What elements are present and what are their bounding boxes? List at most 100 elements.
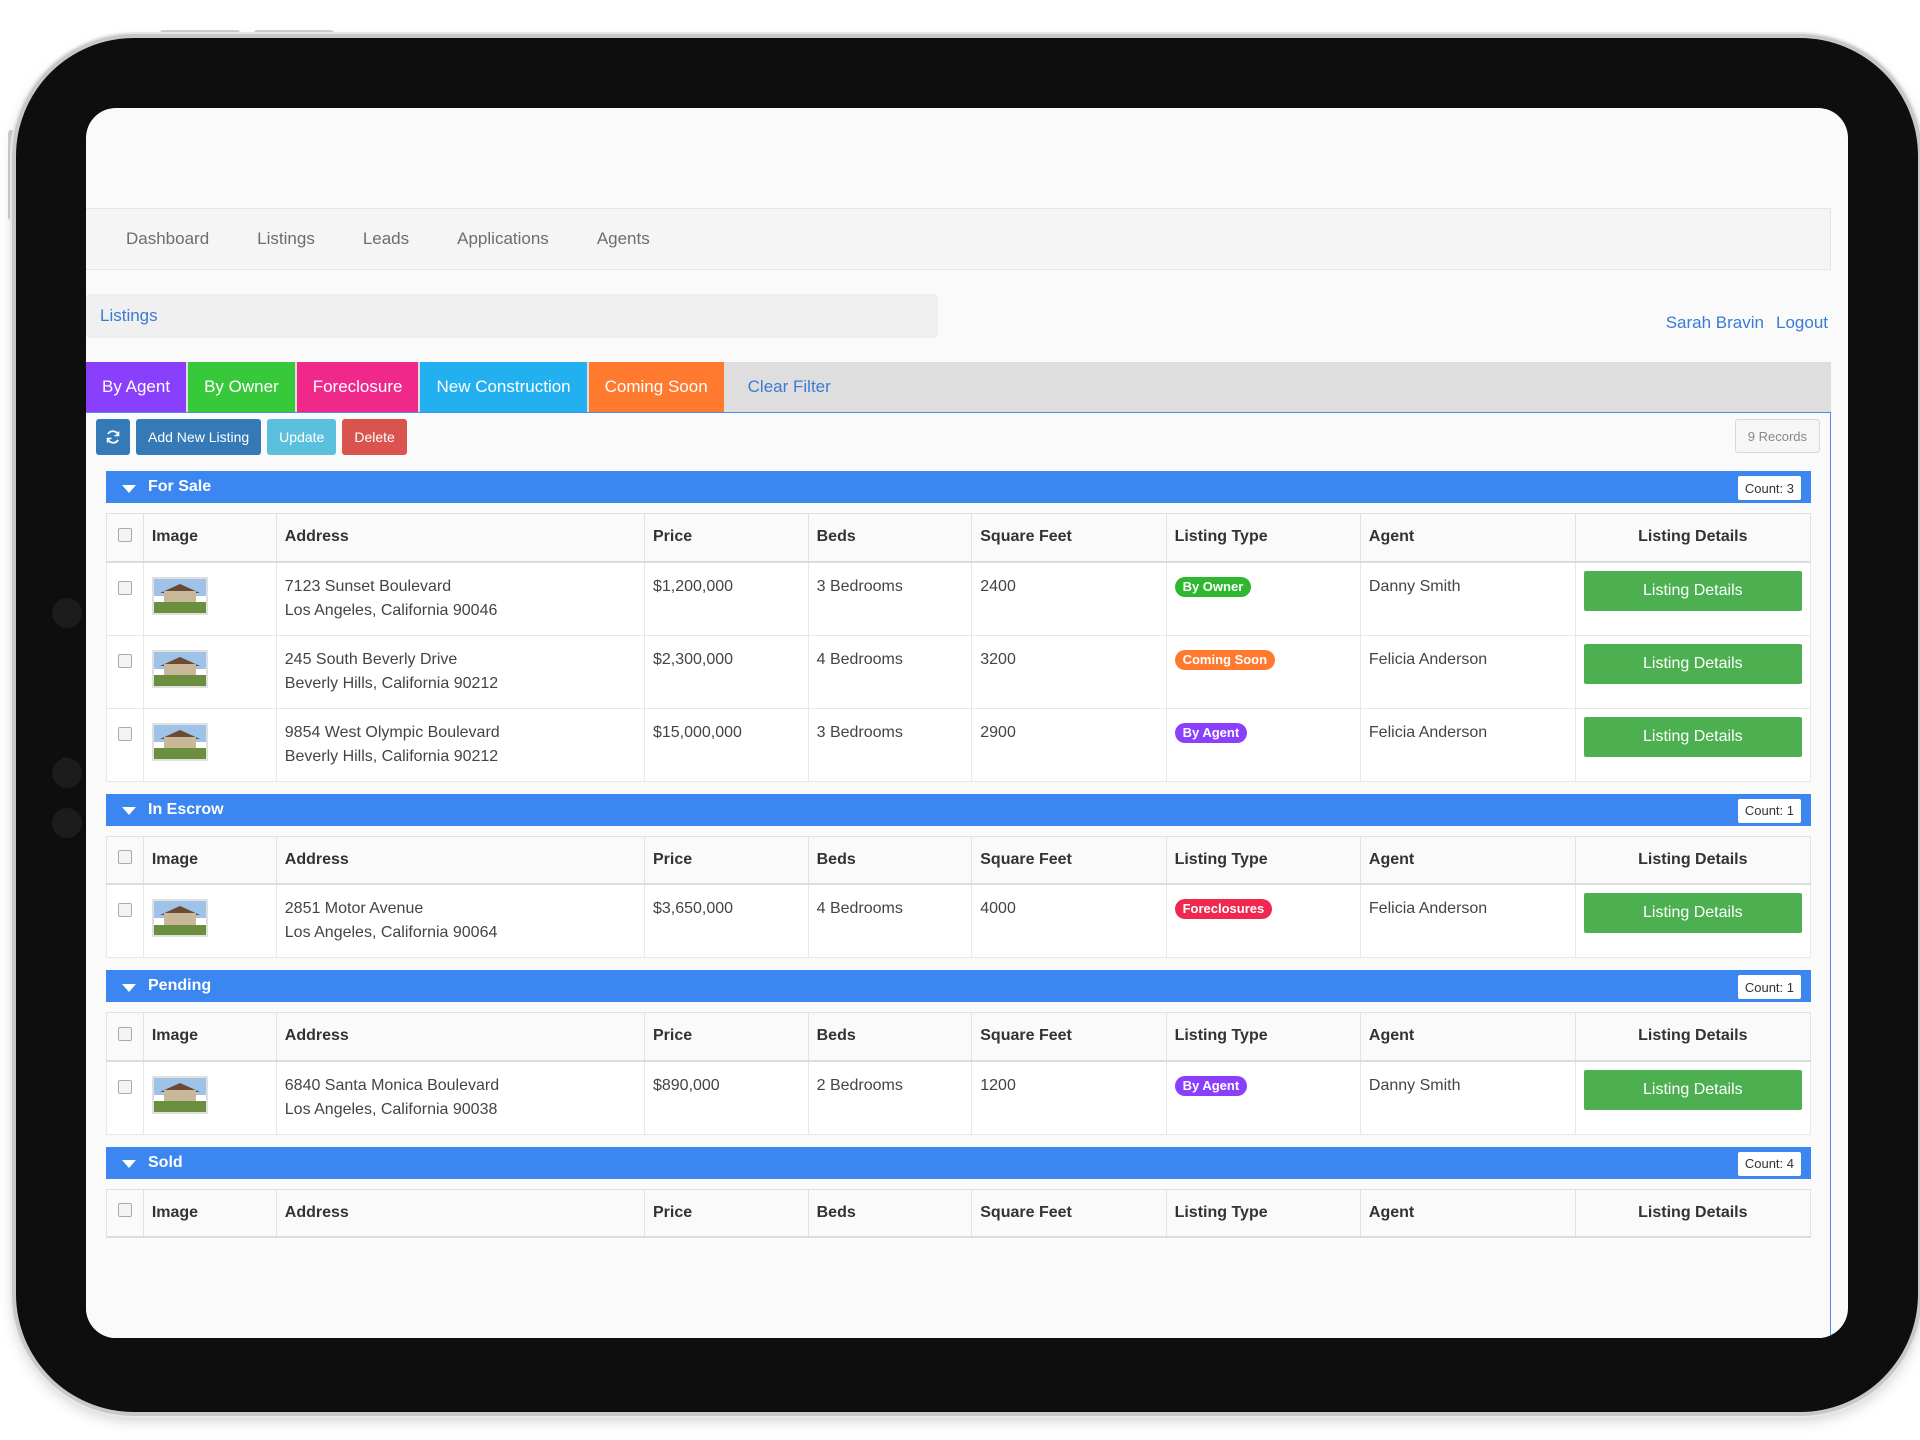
group-header[interactable]: Pending Count: 1 <box>106 970 1811 1002</box>
agent-cell: Danny Smith <box>1359 561 1576 636</box>
col-listing-details[interactable]: Listing Details <box>1574 835 1812 885</box>
listings-table: Image Address Price Beds Square Feet Listing … <box>106 835 1812 958</box>
row-checkbox[interactable] <box>117 653 132 668</box>
group-count: Count: 4 <box>1737 1151 1801 1176</box>
filter-new-construction[interactable]: New Construction <box>420 362 587 412</box>
power-button <box>8 130 15 220</box>
user-bar: Sarah Bravin Logout <box>1666 313 1828 333</box>
address-line-2: Beverly Hills, California 90212 <box>284 674 499 692</box>
add-new-listing-button[interactable]: Add New Listing <box>136 419 262 455</box>
caret-down-icon[interactable] <box>122 1160 136 1168</box>
listing-details-button[interactable]: Listing Details <box>1583 1069 1802 1110</box>
breadcrumb-listings[interactable]: Listings <box>100 306 158 325</box>
col-image[interactable]: Image <box>142 513 277 563</box>
col-address[interactable]: Address <box>275 1188 645 1238</box>
details-cell: Listing Details <box>1574 883 1812 958</box>
caret-down-icon[interactable] <box>122 484 136 493</box>
filter-by-owner[interactable]: By Owner <box>188 362 295 412</box>
filter-by-agent[interactable]: By Agent <box>86 362 187 412</box>
col-agent[interactable]: Agent <box>1359 513 1576 563</box>
col-beds[interactable]: Beds <box>807 835 973 885</box>
filter-coming-soon[interactable]: Coming Soon <box>588 362 724 412</box>
update-button[interactable]: Update <box>267 419 337 455</box>
house-thumbnail-icon[interactable] <box>151 722 208 761</box>
delete-button[interactable]: Delete <box>342 419 407 455</box>
listing-groups: For Sale Count: 3 Image Address Price Beds Squ… <box>106 471 1812 1250</box>
group-header[interactable]: Sold Count: 4 <box>106 1146 1811 1179</box>
select-all-checkbox[interactable] <box>117 1203 132 1218</box>
col-listing-type[interactable]: Listing Type <box>1165 513 1361 563</box>
camera-icon <box>52 598 82 628</box>
col-listing-type[interactable]: Listing Type <box>1165 1012 1361 1062</box>
nav-leads[interactable]: Leads <box>362 229 410 248</box>
col-image[interactable]: Image <box>142 1012 277 1062</box>
select-all-cell <box>106 835 144 885</box>
listing-details-button[interactable]: Listing Details <box>1583 570 1802 611</box>
listing-type-badge: Foreclosures <box>1174 899 1273 919</box>
filter-foreclosure[interactable]: Foreclosure <box>296 362 419 412</box>
col-beds[interactable]: Beds <box>807 1012 973 1062</box>
row-select-cell <box>106 707 144 782</box>
listing-details-button[interactable]: Listing Details <box>1583 643 1802 684</box>
col-price[interactable]: Price <box>643 1012 809 1062</box>
agent-cell: Danny Smith <box>1359 1060 1576 1135</box>
refresh-button[interactable] <box>96 419 130 455</box>
col-square-feet[interactable]: Square Feet <box>971 835 1167 885</box>
col-listing-details[interactable]: Listing Details <box>1574 1188 1812 1238</box>
group-title: Sold <box>148 1153 183 1171</box>
select-all-cell <box>106 1188 144 1238</box>
select-all-cell <box>106 1012 144 1062</box>
price-cell: $1,200,000 <box>643 561 809 636</box>
nav-applications[interactable]: Applications <box>457 229 549 248</box>
house-thumbnail-icon[interactable] <box>151 649 208 688</box>
caret-down-icon[interactable] <box>122 983 136 992</box>
listing-details-button[interactable]: Listing Details <box>1583 716 1802 757</box>
col-square-feet[interactable]: Square Feet <box>971 1188 1167 1238</box>
select-all-checkbox[interactable] <box>117 527 132 542</box>
col-agent[interactable]: Agent <box>1359 835 1576 885</box>
price-cell: $890,000 <box>643 1060 809 1135</box>
col-listing-details[interactable]: Listing Details <box>1574 513 1812 563</box>
group-header[interactable]: In Escrow Count: 1 <box>106 793 1811 826</box>
table-header-row: Image Address Price Beds Square Feet Listing … <box>106 1188 1812 1238</box>
nav-agents[interactable]: Agents <box>596 229 650 248</box>
col-listing-type[interactable]: Listing Type <box>1165 835 1361 885</box>
nav-dashboard[interactable]: Dashboard <box>126 229 210 248</box>
col-beds[interactable]: Beds <box>807 513 973 563</box>
listings-table: Image Address Price Beds Square Feet Listing … <box>106 1012 1812 1135</box>
row-checkbox[interactable] <box>117 580 132 595</box>
row-checkbox[interactable] <box>117 1079 132 1094</box>
nav-listings[interactable]: Listings <box>257 229 315 248</box>
group-header[interactable]: For Sale Count: 3 <box>106 471 1811 503</box>
row-checkbox[interactable] <box>117 903 132 917</box>
col-agent[interactable]: Agent <box>1359 1188 1576 1238</box>
user-name-link[interactable]: Sarah Bravin <box>1665 313 1764 332</box>
col-price[interactable]: Price <box>643 513 809 563</box>
col-beds[interactable]: Beds <box>807 1188 973 1238</box>
house-thumbnail-icon[interactable] <box>151 576 208 615</box>
select-all-checkbox[interactable] <box>117 1026 132 1041</box>
col-address[interactable]: Address <box>275 513 645 563</box>
col-address[interactable]: Address <box>275 835 645 885</box>
col-agent[interactable]: Agent <box>1359 1012 1576 1062</box>
col-image[interactable]: Image <box>142 1188 277 1238</box>
col-image[interactable]: Image <box>142 835 277 885</box>
row-checkbox[interactable] <box>117 726 132 741</box>
col-listing-type[interactable]: Listing Type <box>1165 1188 1361 1238</box>
listing-details-button[interactable]: Listing Details <box>1583 893 1802 933</box>
col-square-feet[interactable]: Square Feet <box>971 513 1167 563</box>
col-price[interactable]: Price <box>643 835 809 885</box>
sqft-cell: 2400 <box>971 561 1167 636</box>
house-thumbnail-icon[interactable] <box>151 1075 208 1114</box>
logout-link[interactable]: Logout <box>1776 313 1828 332</box>
select-all-checkbox[interactable] <box>117 850 132 865</box>
col-square-feet[interactable]: Square Feet <box>971 1012 1167 1062</box>
col-price[interactable]: Price <box>643 1188 809 1238</box>
group-title: In Escrow <box>148 800 224 818</box>
house-thumbnail-icon[interactable] <box>151 899 208 937</box>
caret-down-icon[interactable] <box>122 807 136 815</box>
listing-type-cell: Foreclosures <box>1165 883 1361 958</box>
col-listing-details[interactable]: Listing Details <box>1574 1012 1812 1062</box>
clear-filter-link[interactable]: Clear Filter <box>747 377 831 396</box>
col-address[interactable]: Address <box>275 1012 645 1062</box>
